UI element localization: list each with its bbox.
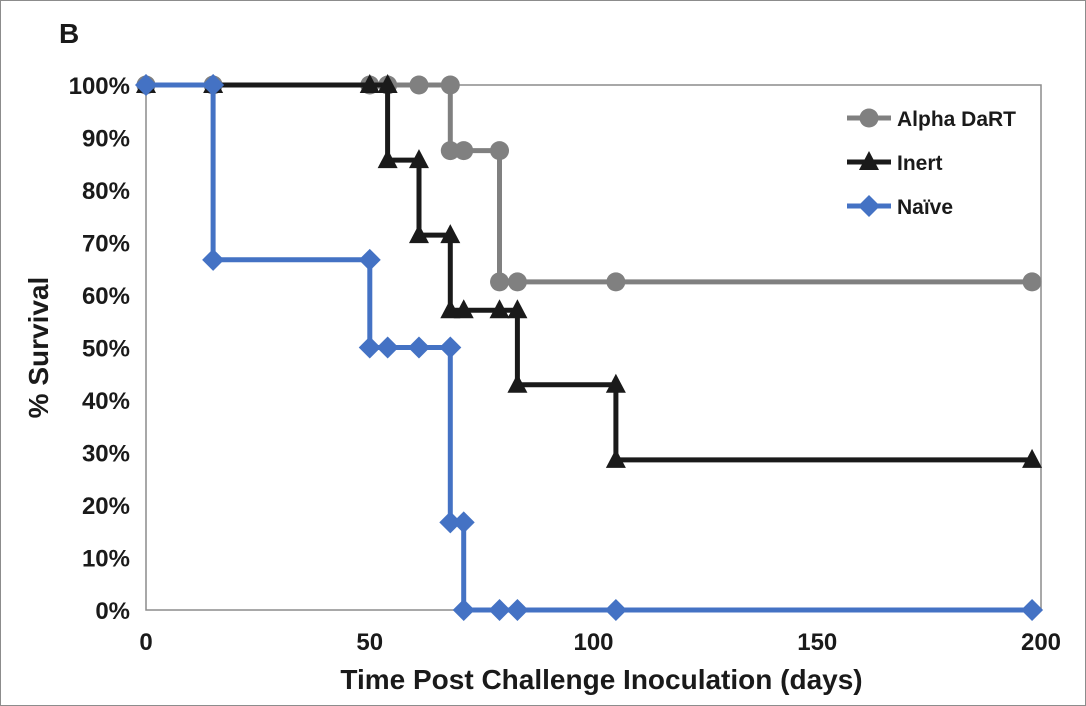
- data-point: [359, 74, 380, 93]
- data-point: [440, 141, 460, 161]
- data-point: [407, 336, 430, 359]
- data-point: [507, 299, 528, 319]
- data-point: [1021, 599, 1044, 621]
- legend-label: Alpha DaRT: [897, 108, 1016, 131]
- y-tick-label: 80%: [82, 178, 130, 205]
- data-point: [202, 248, 225, 271]
- data-point: [1022, 272, 1042, 292]
- y-axis-ticks: 0% 10% 20% 30% 40% 50% 60% 70% 80% 90% 100%: [69, 73, 130, 625]
- data-point: [489, 299, 510, 319]
- data-point: [488, 599, 511, 621]
- data-point: [135, 74, 157, 96]
- x-tick-label: 0: [139, 629, 152, 656]
- data-point: [490, 272, 510, 292]
- data-point: [604, 599, 627, 621]
- data-point: [605, 373, 626, 393]
- data-point: [454, 141, 474, 161]
- data-point: [506, 599, 529, 621]
- x-tick-label: 150: [797, 629, 837, 656]
- legend-item: Inert: [847, 151, 943, 175]
- data-point: [440, 75, 460, 95]
- series-layer: [135, 74, 1044, 621]
- data-point: [1022, 448, 1043, 468]
- legend: Alpha DaRT Inert Naïve: [847, 108, 1016, 219]
- y-tick-label: 20%: [82, 493, 130, 520]
- data-point: [377, 149, 398, 169]
- x-axis-title: Time Post Challenge Inoculation (days): [340, 664, 862, 695]
- series-na-ve: [135, 74, 1044, 621]
- series-inert: [136, 74, 1043, 468]
- data-point: [358, 248, 381, 271]
- data-point: [408, 224, 429, 244]
- data-point: [507, 373, 528, 393]
- y-tick-label: 90%: [82, 126, 130, 153]
- data-point: [490, 141, 510, 161]
- legend-marker: [859, 108, 879, 128]
- y-tick-label: 30%: [82, 441, 130, 468]
- data-point: [376, 336, 399, 359]
- y-tick-label: 100%: [69, 73, 130, 100]
- x-tick-label: 200: [1021, 629, 1061, 656]
- y-tick-label: 60%: [82, 283, 130, 310]
- legend-item: Naïve: [847, 195, 953, 219]
- y-tick-label: 0%: [95, 598, 130, 625]
- legend-marker: [859, 151, 879, 170]
- data-point: [453, 299, 474, 319]
- data-point: [452, 599, 475, 621]
- data-point: [606, 272, 626, 292]
- data-point: [409, 75, 429, 95]
- y-axis-title: % Survival: [23, 277, 54, 419]
- panel-label: B: [59, 18, 79, 49]
- x-tick-label: 100: [573, 629, 613, 656]
- y-tick-label: 10%: [82, 546, 130, 573]
- x-axis-ticks: 0 50 100 150 200: [139, 629, 1061, 656]
- legend-marker: [858, 195, 880, 217]
- data-point: [439, 336, 462, 359]
- data-point: [358, 336, 381, 359]
- data-point: [507, 272, 527, 292]
- x-tick-label: 50: [356, 629, 383, 656]
- legend-item: Alpha DaRT: [847, 108, 1016, 131]
- data-point: [452, 511, 475, 534]
- series-line: [146, 82, 1032, 463]
- y-tick-label: 70%: [82, 231, 130, 258]
- data-point: [439, 511, 462, 534]
- data-point: [440, 299, 461, 319]
- y-tick-label: 40%: [82, 388, 130, 415]
- legend-label: Inert: [897, 152, 943, 175]
- y-tick-label: 50%: [82, 336, 130, 363]
- legend-label: Naïve: [897, 196, 953, 219]
- data-point: [605, 448, 626, 468]
- data-point: [377, 74, 398, 93]
- data-point: [440, 224, 461, 244]
- data-point: [408, 149, 429, 169]
- data-point: [202, 74, 225, 96]
